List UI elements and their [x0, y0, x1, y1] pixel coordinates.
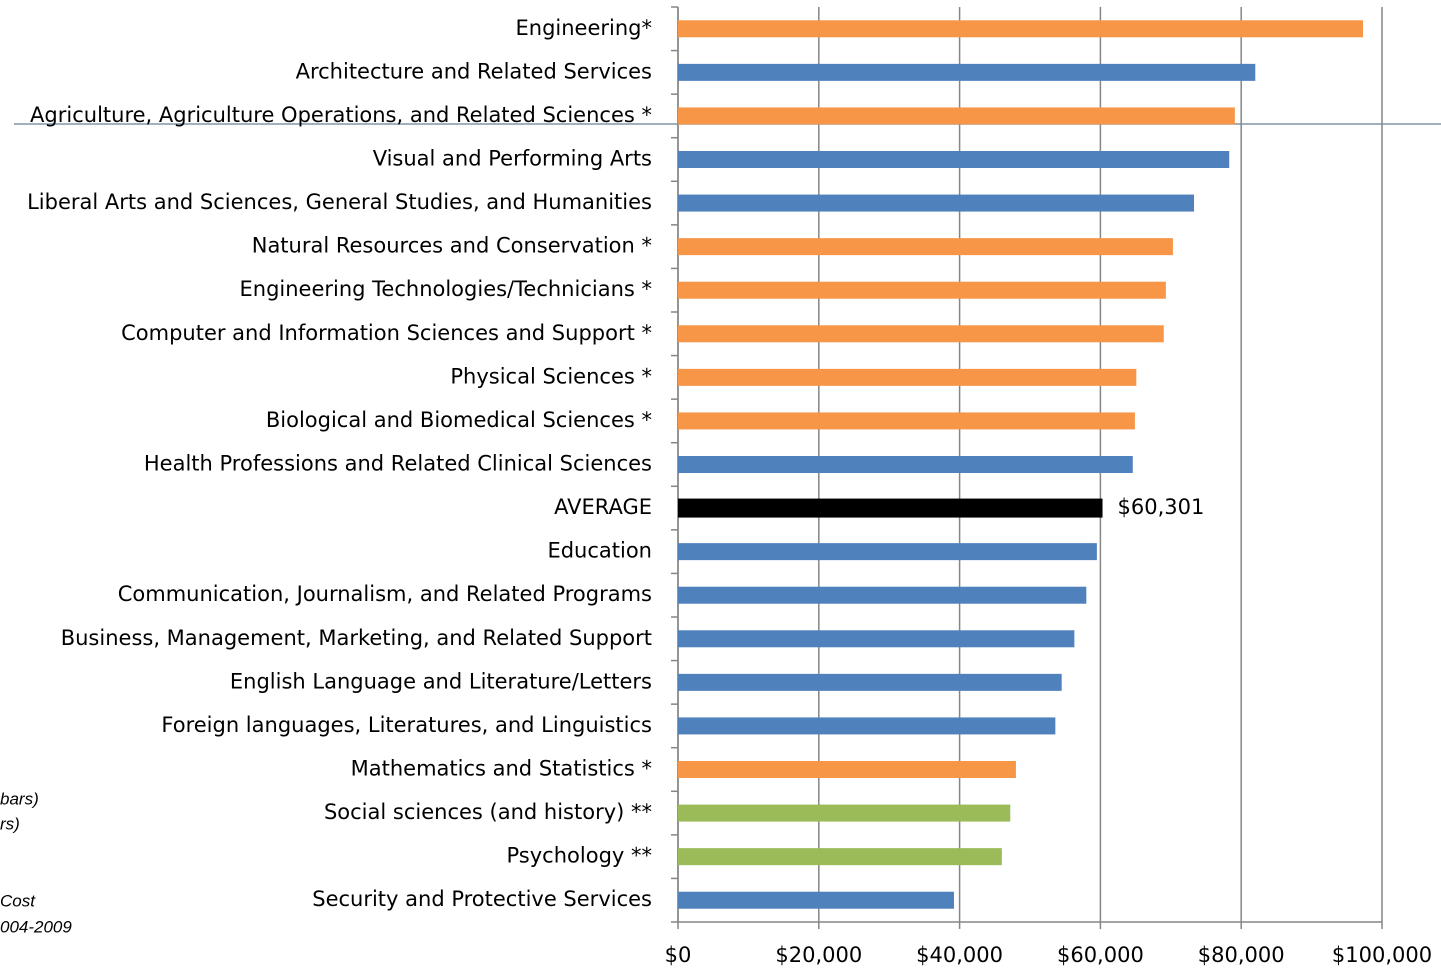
bar: [678, 238, 1173, 256]
annotation: bars): [0, 789, 39, 808]
y-tick-label: Mathematics and Statistics *: [351, 757, 652, 781]
y-tick-label: Architecture and Related Services: [296, 59, 652, 83]
x-tick-label: $20,000: [775, 943, 862, 967]
y-tick-label: Health Professions and Related Clinical …: [144, 452, 652, 476]
y-tick-label: Natural Resources and Conservation *: [252, 234, 652, 258]
bar: [678, 281, 1166, 299]
bar: [678, 107, 1235, 125]
annotation: rs): [0, 814, 20, 833]
y-tick-label: Liberal Arts and Sciences, General Studi…: [27, 190, 652, 214]
bar: [678, 848, 1002, 866]
x-tick-label: $40,000: [916, 943, 1003, 967]
x-tick-label: $0: [665, 943, 692, 967]
data-label: $60,301: [1118, 495, 1205, 519]
bar: [678, 543, 1097, 561]
bar: [678, 804, 1011, 822]
y-tick-label: Communication, Journalism, and Related P…: [118, 582, 652, 606]
y-tick-label: English Language and Literature/Letters: [230, 669, 652, 693]
y-tick-label: Foreign languages, Literatures, and Ling…: [161, 713, 652, 737]
bar: [678, 412, 1135, 430]
bar: [678, 761, 1016, 778]
bar: [678, 717, 1056, 735]
bar: [678, 586, 1087, 604]
bar: [678, 194, 1195, 212]
bar: [678, 498, 1103, 518]
y-tick-label: Biological and Biomedical Sciences *: [266, 408, 652, 432]
y-tick-label: Physical Sciences *: [450, 364, 652, 388]
bar: [678, 630, 1075, 648]
y-tick-label: Psychology **: [507, 844, 652, 868]
bar: [678, 673, 1062, 691]
y-tick-label: Education: [547, 539, 652, 563]
y-tick-label: Agriculture, Agriculture Operations, and…: [30, 103, 652, 127]
bar: [678, 151, 1230, 168]
y-tick-label: Business, Management, Marketing, and Rel…: [61, 626, 652, 650]
y-tick-label: Computer and Information Sciences and Su…: [121, 321, 652, 345]
y-tick-label: Engineering*: [516, 16, 653, 40]
y-tick-label: Engineering Technologies/Technicians *: [239, 277, 652, 301]
x-tick-label: $100,000: [1332, 943, 1432, 967]
bar: [678, 325, 1164, 343]
bar: [678, 63, 1256, 81]
bar: [678, 20, 1363, 38]
y-tick-label: AVERAGE: [554, 495, 652, 519]
annotation: 004-2009: [0, 917, 72, 936]
y-tick-label: Visual and Performing Arts: [373, 147, 652, 171]
x-tick-label: $80,000: [1198, 943, 1285, 967]
x-tick-label: $60,000: [1057, 943, 1144, 967]
bar: [678, 368, 1137, 386]
y-tick-label: Social sciences (and history) **: [324, 800, 652, 824]
y-tick-label: Security and Protective Services: [312, 887, 652, 911]
annotation: Cost: [0, 891, 36, 910]
bar: [678, 456, 1133, 473]
bar: [678, 891, 954, 909]
